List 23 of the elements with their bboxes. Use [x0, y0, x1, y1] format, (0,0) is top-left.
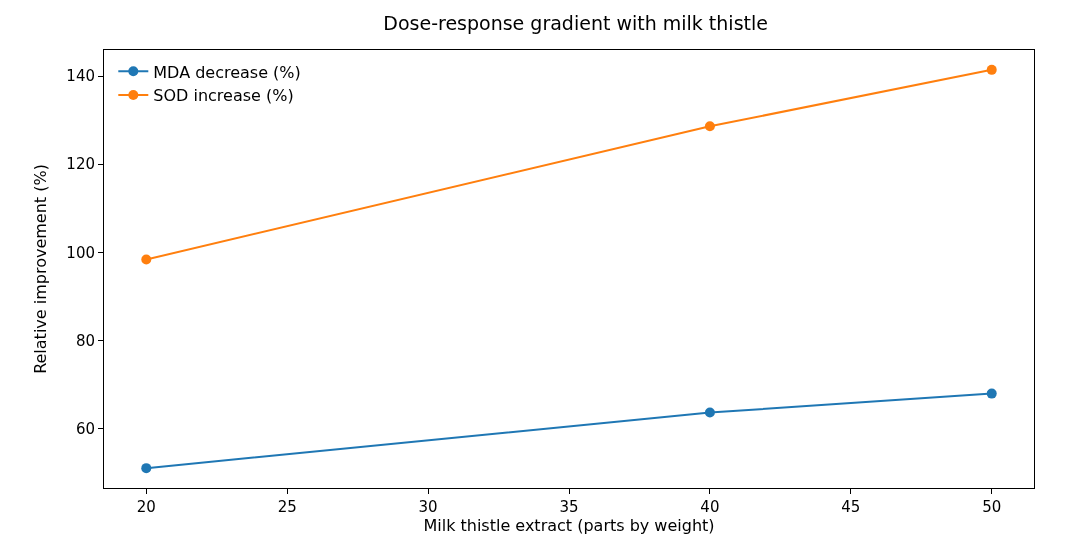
- point: [986, 388, 997, 399]
- y-tick-label: 80: [75, 331, 95, 350]
- point: [986, 64, 997, 75]
- x-tick-label: 35: [559, 498, 579, 516]
- point: [704, 407, 715, 418]
- legend-label: MDA decrease (%): [153, 62, 301, 82]
- x-tick-label: 25: [277, 498, 297, 516]
- point: [141, 254, 152, 265]
- point: [141, 463, 152, 474]
- chart-title: Dose-response gradient with milk thistle: [383, 11, 768, 34]
- x-tick-label: 45: [841, 498, 861, 516]
- x-tick-label: 50: [982, 498, 1002, 516]
- y-tick-label: 140: [66, 67, 95, 86]
- x-axis-title: Milk thistle extract (parts by weight): [423, 516, 715, 535]
- x-tick-label: 40: [700, 498, 720, 516]
- y-tick-label: 120: [66, 155, 95, 174]
- y-tick-label: 60: [75, 420, 95, 439]
- x-tick-label: 20: [136, 498, 156, 516]
- y-axis-title: Relative improvement (%): [31, 164, 51, 374]
- y-tick-label: 100: [66, 243, 95, 262]
- legend-label: SOD increase (%): [153, 86, 294, 106]
- point: [704, 121, 715, 132]
- x-tick-label: 30: [418, 498, 438, 516]
